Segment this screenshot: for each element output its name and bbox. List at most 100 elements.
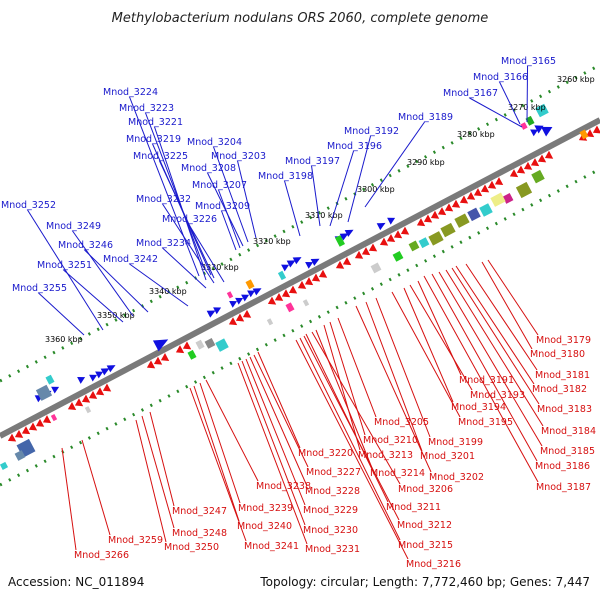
leader-line xyxy=(284,180,301,237)
rna-feature-block xyxy=(440,222,456,238)
rna-feature-block xyxy=(0,461,9,470)
forward-gene-arrow xyxy=(534,125,544,134)
leader-line xyxy=(315,329,373,469)
leader-line xyxy=(221,210,237,251)
gene-label-reverse: Mnod_3228 xyxy=(305,486,360,497)
reverse-gene-arrow xyxy=(544,150,554,159)
forward-gene-arrow xyxy=(100,368,110,376)
gene-label-forward: Mnod_3207 xyxy=(192,180,247,191)
genome-backbone xyxy=(0,117,600,439)
reverse-gene-arrow xyxy=(451,199,461,208)
gene-label-reverse: Mnod_3247 xyxy=(172,506,227,517)
rna-feature-block xyxy=(531,169,545,184)
leader-line xyxy=(129,263,189,307)
leader-line xyxy=(329,150,355,227)
gene-label-forward: Mnod_3165 xyxy=(501,56,556,67)
leader-line xyxy=(189,387,247,542)
gene-label-forward: Mnod_3226 xyxy=(162,214,217,225)
reverse-gene-arrow xyxy=(318,269,328,278)
reverse-gene-arrow xyxy=(459,195,469,204)
rna-feature-block xyxy=(195,339,205,350)
gene-label-reverse: Mnod_3183 xyxy=(537,404,592,415)
reverse-gene-arrow xyxy=(21,426,31,435)
inner-tick-track xyxy=(0,167,600,487)
rna-feature-block xyxy=(515,181,533,199)
rna-feature-block xyxy=(467,207,481,222)
reverse-gene-arrow xyxy=(67,401,77,410)
rna-feature-block xyxy=(285,302,295,313)
gene-label-reverse: Mnod_3248 xyxy=(172,528,227,539)
reverse-gene-arrow xyxy=(509,169,519,178)
rna-feature-block xyxy=(392,250,404,262)
forward-gene-arrow xyxy=(286,260,296,268)
reverse-gene-arrow xyxy=(42,415,52,424)
leader-line xyxy=(213,146,249,243)
rna-feature-block xyxy=(35,384,53,401)
gene-label-reverse: Mnod_3230 xyxy=(303,525,358,536)
rna-feature-block xyxy=(454,213,470,228)
reverse-gene-arrow xyxy=(423,214,433,223)
reverse-gene-arrow xyxy=(444,203,454,212)
forward-gene-arrow xyxy=(95,371,104,379)
leader-line xyxy=(303,335,400,521)
gene-label-reverse: Mnod_3199 xyxy=(428,437,483,448)
reverse-gene-arrow xyxy=(437,207,447,216)
reverse-gene-arrow xyxy=(361,247,371,256)
rna-feature-block xyxy=(535,103,549,118)
gene-label-reverse: Mnod_3215 xyxy=(398,540,453,551)
gene-label-reverse: Mnod_3184 xyxy=(541,426,596,437)
reverse-gene-arrow xyxy=(393,230,403,239)
leader-line xyxy=(154,126,207,281)
reverse-gene-arrow xyxy=(416,218,426,227)
leader-line xyxy=(162,203,215,284)
forward-gene-arrow xyxy=(252,288,262,296)
gene-label-reverse: Mnod_3202 xyxy=(429,472,484,483)
leader-line xyxy=(253,354,309,468)
reverse-gene-arrow xyxy=(480,184,490,193)
leader-line xyxy=(149,411,175,507)
gene-label-forward: Mnod_3198 xyxy=(258,171,313,182)
gene-label-reverse: Mnod_3240 xyxy=(237,521,292,532)
leader-line xyxy=(159,160,215,279)
leader-line xyxy=(63,269,124,323)
reverse-gene-arrow xyxy=(274,292,284,301)
leader-line xyxy=(365,301,423,452)
kbp-label: 3260 kbp xyxy=(557,75,595,84)
rna-feature-block xyxy=(277,270,287,281)
kbp-label: 3280 kbp xyxy=(457,130,495,139)
reverse-gene-arrow xyxy=(81,394,91,403)
gene-label-forward: Mnod_3251 xyxy=(37,260,92,271)
leader-line xyxy=(481,261,533,350)
forward-gene-arrow xyxy=(541,126,553,137)
reverse-gene-arrow xyxy=(297,280,307,289)
gene-label-reverse: Mnod_3259 xyxy=(108,535,163,546)
leader-line xyxy=(409,284,473,391)
accession-text: Accession: NC_011894 xyxy=(8,575,144,589)
rna-feature-block xyxy=(187,349,197,360)
leader-line xyxy=(311,331,401,485)
gene-label-forward: Mnod_3232 xyxy=(136,194,191,205)
leader-line xyxy=(205,379,259,482)
gene-label-reverse: Mnod_3231 xyxy=(305,544,360,555)
gene-label-reverse: Mnod_3266 xyxy=(74,550,129,561)
reverse-gene-arrow xyxy=(530,158,540,167)
reverse-gene-arrow xyxy=(35,418,45,427)
reverse-gene-arrow xyxy=(473,188,483,197)
forward-gene-arrow xyxy=(152,339,169,352)
leader-line xyxy=(329,321,366,436)
genome-info-text: Topology: circular; Length: 7,772,460 bp… xyxy=(259,575,590,589)
reverse-gene-arrow xyxy=(102,383,112,392)
gene-label-reverse: Mnod_3179 xyxy=(536,335,591,346)
forward-gene-arrow xyxy=(51,386,60,394)
forward-gene-arrow xyxy=(206,310,216,318)
reverse-gene-arrow xyxy=(88,390,98,399)
leader-line xyxy=(145,112,206,271)
leader-line xyxy=(135,419,167,543)
gene-label-forward: Mnod_3208 xyxy=(181,163,236,174)
rna-feature-block xyxy=(302,299,310,307)
kbp-label: 3290 kbp xyxy=(407,158,445,167)
forward-gene-arrow xyxy=(344,229,354,237)
gene-label-reverse: Mnod_3194 xyxy=(451,402,506,413)
leader-line xyxy=(162,247,207,289)
